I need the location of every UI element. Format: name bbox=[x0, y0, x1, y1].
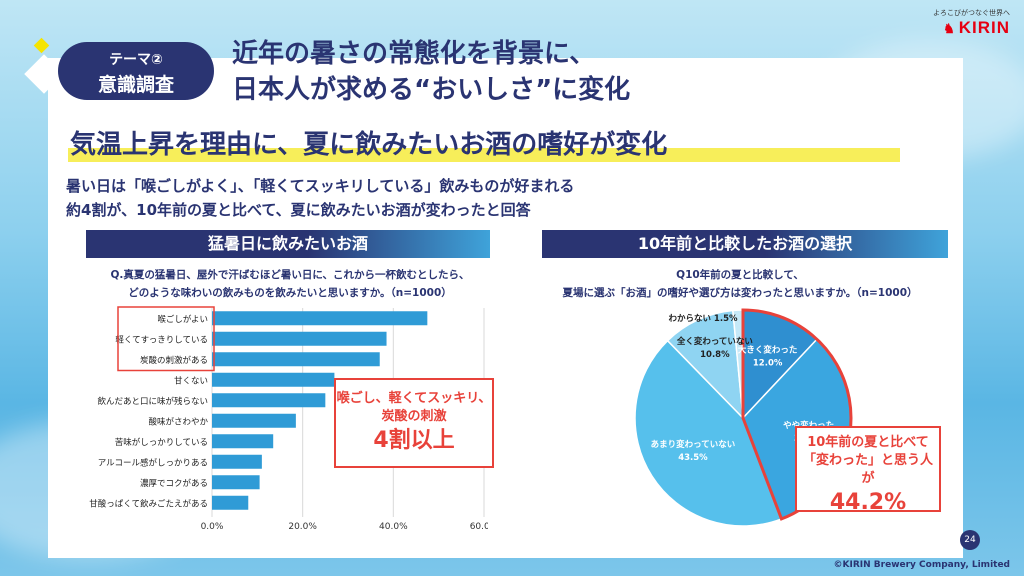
bar bbox=[212, 475, 260, 490]
bar bbox=[212, 372, 335, 387]
bar bbox=[212, 454, 262, 469]
highlight-bar bbox=[68, 148, 900, 162]
category-label: 甘酸っぱくて飲みごたえがある bbox=[89, 498, 208, 509]
left-callout-big: 4割以上 bbox=[373, 428, 455, 453]
lead-line1: 暑い日は「喉ごしがよく」、「軽くてスッキリしている」飲みものが好まれる bbox=[66, 177, 575, 195]
slice-value: 10.8% bbox=[700, 350, 730, 360]
theme-badge: テーマ② 意識調査 bbox=[58, 42, 214, 100]
headline-line2: 日本人が求める“おいしさ”に変化 bbox=[232, 75, 631, 105]
category-label: 酸味がさわやか bbox=[148, 416, 208, 427]
tick-label: 20.0% bbox=[288, 522, 317, 532]
category-label: 喉ごしがよい bbox=[157, 314, 208, 325]
slice-label: 大きく変わった bbox=[738, 345, 798, 356]
left-callout-line1: 喉ごし、軽くてスッキリ、 bbox=[336, 391, 492, 406]
right-section-title: 10年前と比較したお酒の選択 bbox=[542, 230, 948, 258]
right-question: Q10年前の夏と比較して、 夏場に選ぶ「お酒」の嗜好や選び方は変わったと思います… bbox=[520, 266, 960, 302]
bar bbox=[212, 352, 380, 367]
highlight-box bbox=[117, 306, 215, 372]
pie-slice bbox=[666, 309, 744, 421]
category-label: 甘くない bbox=[174, 375, 208, 386]
brand-logo: よろこびがつなぐ世界へ ♞ KIRIN bbox=[933, 8, 1010, 38]
category-label: 濃厚でコクがある bbox=[140, 478, 208, 489]
left-question: Q.真夏の猛暑日、屋外で汗ばむほど暑い日に、これから一杯飲むとしたら、 どのよう… bbox=[80, 266, 500, 302]
slice-value: 12.0% bbox=[753, 359, 783, 369]
category-label: 飲んだあと口に味が残らない bbox=[97, 396, 208, 407]
kirin-mark-icon: ♞ bbox=[943, 21, 956, 36]
bar bbox=[212, 393, 326, 408]
left-callout: 喉ごし、軽くてスッキリ、 炭酸の刺激 4割以上 bbox=[334, 378, 494, 468]
right-callout-line2: 「変わった」と思う人が bbox=[802, 453, 933, 486]
bar bbox=[212, 434, 274, 449]
category-label: 炭酸の刺激がある bbox=[140, 355, 208, 366]
bar bbox=[212, 311, 428, 326]
kirin-logo: ♞ KIRIN bbox=[933, 18, 1010, 38]
pie-slice bbox=[634, 339, 783, 527]
badge-topic: 意識調査 bbox=[97, 74, 174, 96]
page-headline: 近年の暑さの常態化を背景に、 日本人が求める“おいしさ”に変化 bbox=[232, 36, 630, 108]
badge-theme: テーマ② bbox=[109, 52, 163, 68]
slice-label: わからない 1.5% bbox=[668, 314, 738, 324]
right-callout-big: 44.2% bbox=[829, 490, 907, 515]
headline-line1: 近年の暑さの常態化を背景に、 bbox=[232, 39, 596, 69]
right-question-line1: Q10年前の夏と比較して、 bbox=[676, 269, 804, 281]
slice-value: 43.5% bbox=[678, 453, 708, 463]
bar bbox=[212, 331, 387, 346]
left-question-line1: Q.真夏の猛暑日、屋外で汗ばむほど暑い日に、これから一杯飲むとしたら、 bbox=[110, 269, 470, 281]
yellow-diamond-icon bbox=[33, 37, 50, 54]
subhead: 気温上昇を理由に、夏に飲みたいお酒の嗜好が変化 bbox=[70, 130, 668, 160]
left-question-line2: どのような味わいの飲みものを飲みたいと思いますか。（n=1000） bbox=[128, 287, 452, 299]
right-callout: 10年前の夏と比べて 「変わった」と思う人が 44.2% bbox=[795, 426, 941, 515]
slice-label: あまり変わっていない bbox=[651, 439, 736, 450]
category-label: アルコール感がしっかりある bbox=[98, 457, 208, 468]
tick-label: 40.0% bbox=[379, 522, 408, 532]
bar bbox=[212, 495, 249, 510]
tick-label: 60.0% bbox=[470, 522, 488, 532]
brand-tagline: よろこびがつなぐ世界へ bbox=[933, 9, 1010, 17]
lead-text: 暑い日は「喉ごしがよく」、「軽くてスッキリしている」飲みものが好まれる 約4割が… bbox=[66, 174, 574, 222]
category-label: 軽くてすっきりしている bbox=[115, 335, 208, 345]
page-number: 24 bbox=[960, 530, 980, 550]
bar-chart: 喉ごしがよい軽くてすっきりしている炭酸の刺激がある甘くない飲んだあと口に味が残ら… bbox=[89, 306, 488, 532]
bar bbox=[212, 413, 296, 428]
slice-label: 全く変わっていない bbox=[676, 336, 753, 347]
tick-label: 0.0% bbox=[201, 522, 224, 532]
slice-label: やや変わった bbox=[783, 420, 834, 431]
logo-text: KIRIN bbox=[958, 18, 1010, 37]
copyright: ©KIRIN Brewery Company, Limited bbox=[833, 560, 1010, 570]
lead-line2: 約4割が、10年前の夏と比べて、夏に飲みたいお酒が変わったと回答 bbox=[66, 201, 531, 219]
category-label: 苦味がしっかりしている bbox=[115, 437, 208, 448]
right-callout-line1: 10年前の夏と比べて bbox=[807, 435, 929, 450]
right-question-line2: 夏場に選ぶ「お酒」の嗜好や選び方は変わったと思いますか。（n=1000） bbox=[562, 287, 918, 299]
left-callout-line2: 炭酸の刺激 bbox=[381, 409, 447, 424]
left-section-title: 猛暑日に飲みたいお酒 bbox=[86, 230, 490, 258]
